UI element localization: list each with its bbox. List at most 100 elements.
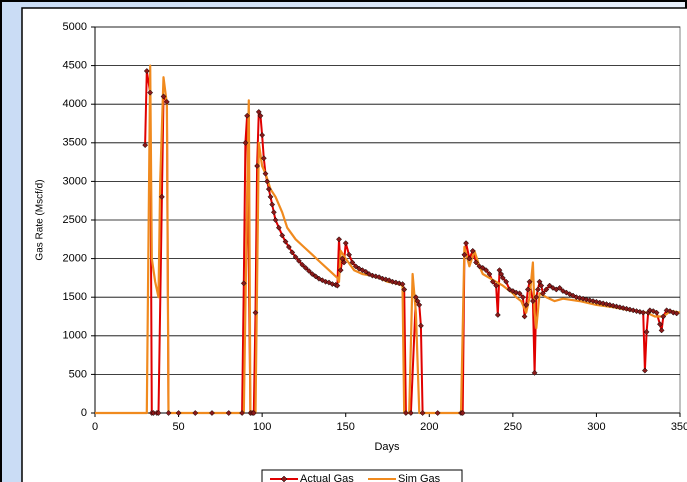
data-point <box>560 288 566 294</box>
data-point <box>519 294 526 301</box>
data-point <box>546 282 553 289</box>
data-point <box>494 312 501 318</box>
data-point <box>658 327 665 334</box>
data-point <box>265 186 272 193</box>
data-point <box>337 267 344 274</box>
data-point <box>282 238 289 245</box>
data-point <box>463 240 470 247</box>
data-point <box>499 274 506 281</box>
data-point <box>299 261 306 268</box>
data-point <box>254 163 261 169</box>
data-point <box>543 286 550 293</box>
data-point <box>473 259 480 266</box>
x-tick-label: 50 <box>172 421 184 433</box>
data-point <box>633 308 640 315</box>
x-tick-label: 0 <box>92 421 98 433</box>
data-point <box>312 273 319 280</box>
data-point <box>295 257 302 264</box>
data-point <box>643 328 650 335</box>
data-point <box>259 132 266 139</box>
data-point <box>513 289 520 296</box>
data-point <box>279 232 286 239</box>
data-point <box>225 410 232 416</box>
data-point <box>524 286 531 293</box>
data-point <box>262 170 269 177</box>
x-axis-label: Days <box>374 441 400 453</box>
data-point <box>158 193 165 200</box>
data-point <box>486 271 493 277</box>
data-point <box>372 273 379 280</box>
data-point <box>469 247 476 254</box>
y-tick-label: 4500 <box>63 60 87 72</box>
data-point <box>309 271 316 277</box>
x-tick-label: 150 <box>337 421 355 433</box>
data-point <box>376 274 383 281</box>
data-point <box>142 142 149 149</box>
y-tick-label: 5000 <box>63 21 87 33</box>
data-point <box>250 410 257 416</box>
data-point <box>342 240 349 247</box>
data-point <box>516 290 523 297</box>
x-tick-label: 250 <box>504 421 522 433</box>
data-point <box>292 254 299 261</box>
data-point <box>285 244 292 250</box>
data-point <box>356 265 363 272</box>
data-point <box>260 155 267 162</box>
data-point <box>419 410 426 416</box>
data-point <box>175 410 182 416</box>
data-point <box>379 275 386 282</box>
data-point <box>382 276 389 283</box>
legend-box <box>261 469 463 482</box>
data-point <box>593 298 600 305</box>
data-point <box>407 410 414 416</box>
data-point <box>656 321 663 328</box>
data-point <box>362 268 369 275</box>
data-point <box>523 301 530 308</box>
data-point <box>209 410 215 416</box>
data-point <box>416 301 423 308</box>
data-point <box>329 281 336 288</box>
data-point <box>673 310 680 317</box>
data-point <box>434 410 441 416</box>
data-point <box>539 290 546 297</box>
data-point <box>302 264 309 271</box>
data-point <box>586 297 593 304</box>
series-line <box>95 64 681 415</box>
y-tick-label: 3500 <box>63 137 87 149</box>
y-tick-label: 1500 <box>63 291 87 303</box>
x-tick-label: 300 <box>587 421 605 433</box>
data-point <box>346 251 353 258</box>
data-point <box>402 410 409 416</box>
data-point <box>396 280 403 287</box>
data-point <box>270 209 277 216</box>
x-tick-label: 100 <box>253 421 271 433</box>
data-point <box>163 98 170 105</box>
data-point <box>476 263 483 270</box>
data-point <box>147 89 154 96</box>
data-point <box>590 298 597 305</box>
data-point <box>641 367 648 374</box>
y-tick-label: 3000 <box>63 175 87 187</box>
data-point <box>653 309 660 316</box>
data-point <box>529 298 536 305</box>
y-axis-label: Gas Rate (Mscf/d) <box>35 179 46 260</box>
data-point <box>479 264 486 271</box>
data-point <box>493 282 500 289</box>
data-point <box>242 139 249 146</box>
data-point <box>538 282 545 289</box>
data-point <box>160 93 167 100</box>
y-tick-label: 2000 <box>63 253 87 265</box>
data-point <box>143 68 150 74</box>
data-point <box>610 302 617 309</box>
data-point <box>583 296 590 303</box>
data-point <box>556 284 563 291</box>
data-point <box>244 112 251 119</box>
legend-label: Actual Gas <box>300 473 354 482</box>
data-point <box>660 313 667 320</box>
y-tick-label: 2500 <box>63 214 87 226</box>
legend-marker <box>280 475 288 482</box>
data-point <box>534 286 541 293</box>
data-point <box>352 263 359 270</box>
